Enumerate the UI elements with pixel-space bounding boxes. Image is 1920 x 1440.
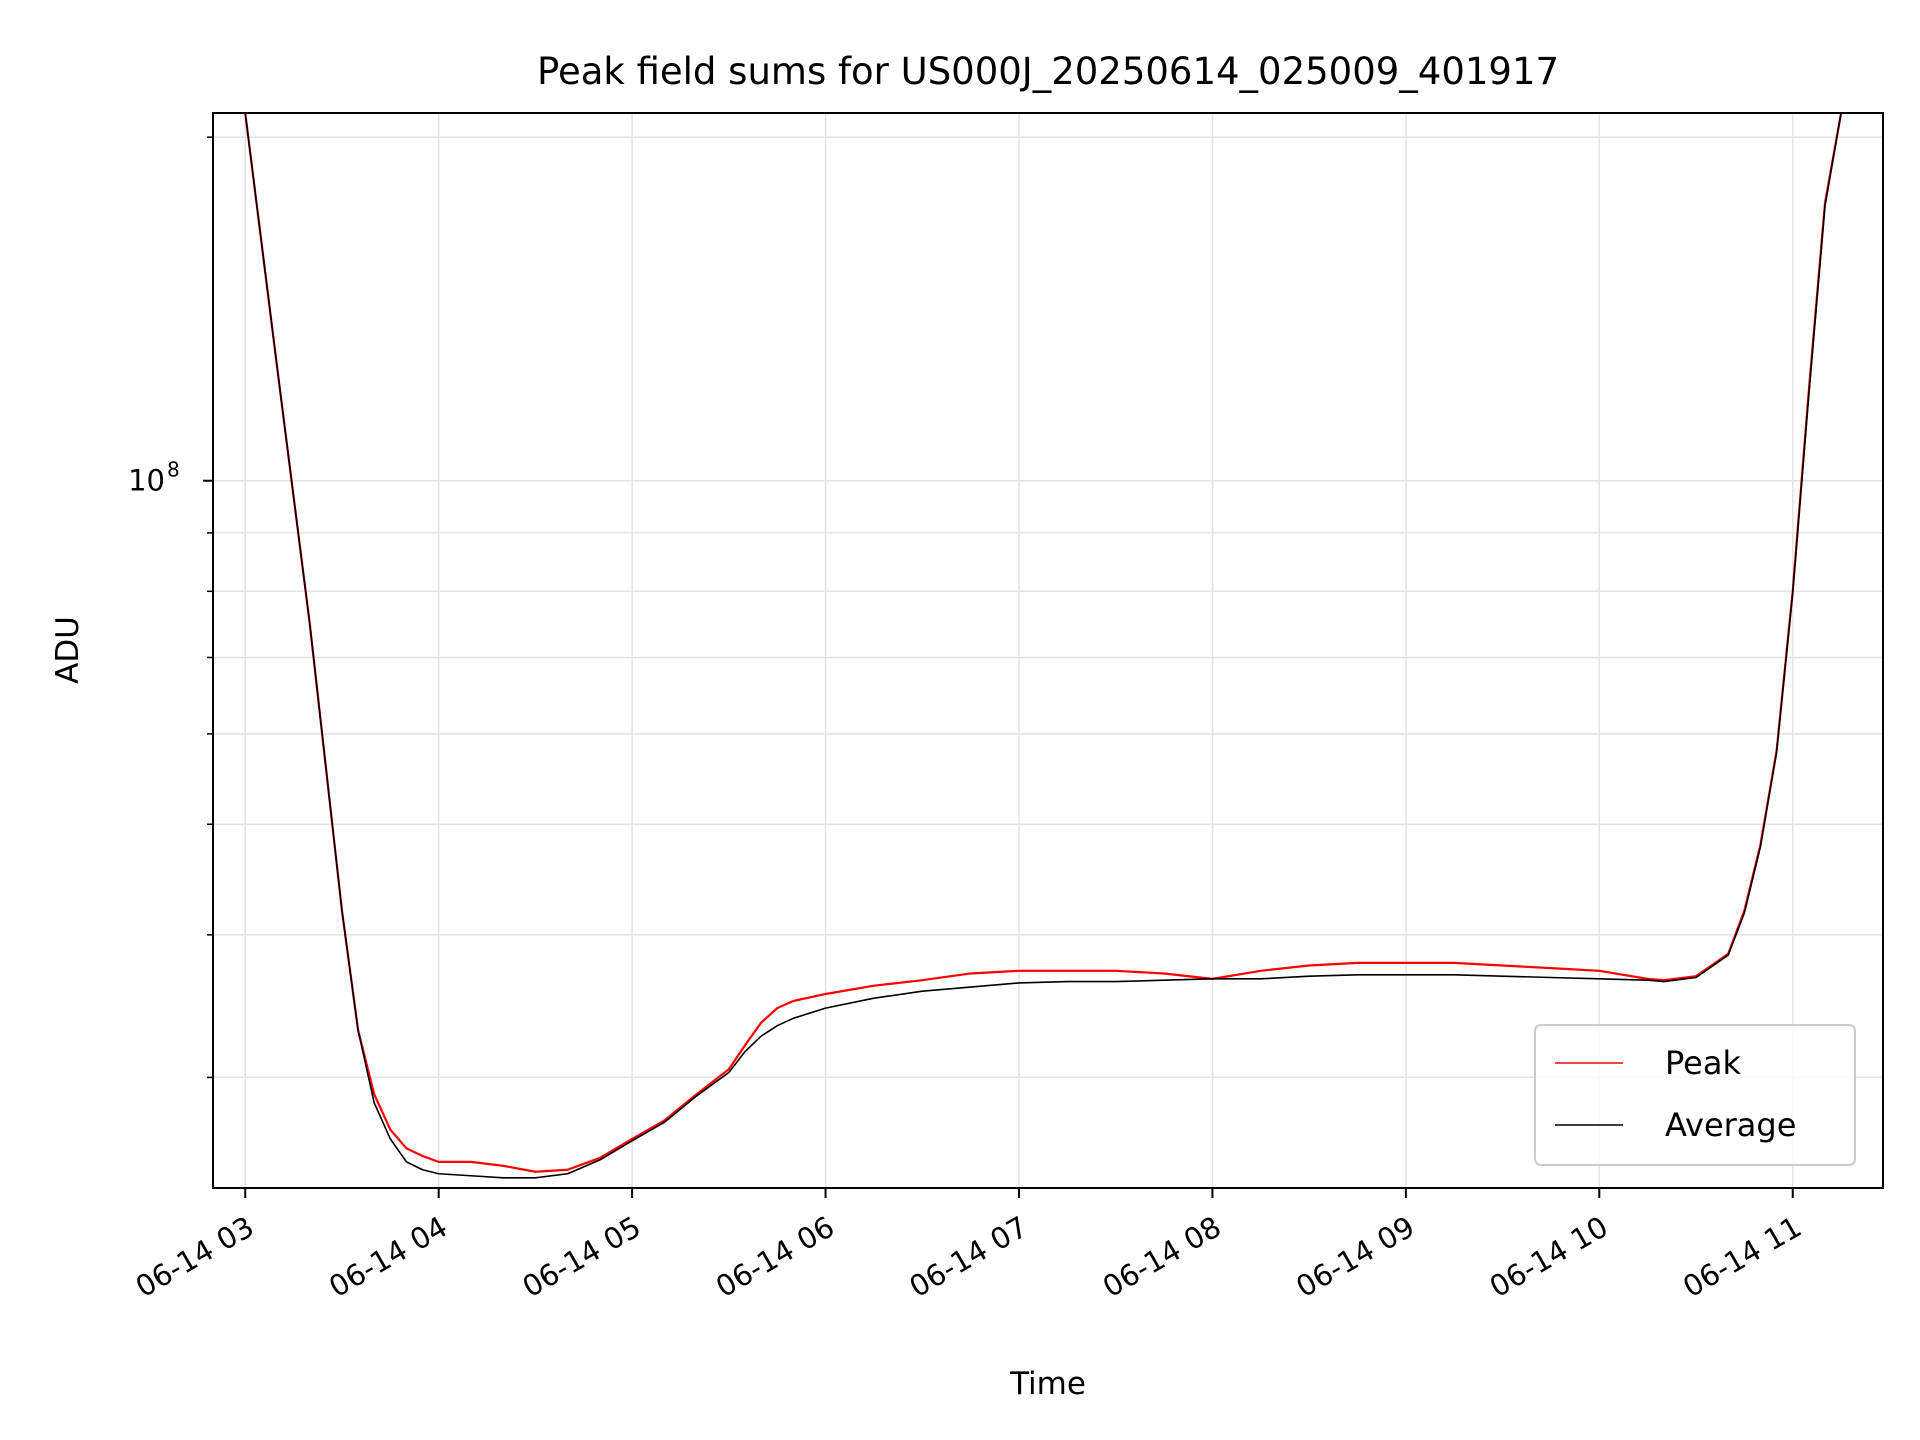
legend: Peak Average [1534, 1024, 1856, 1166]
chart-title: Peak field sums for US000J_20250614_0250… [537, 50, 1559, 93]
series-line-peak [244, 112, 1843, 1173]
legend-label-average: Average [1665, 1106, 1796, 1144]
y-axis-label: ADU [50, 616, 86, 684]
plot-frame [212, 112, 1884, 1189]
y-axis-ticks: 10 8 [128, 136, 213, 1079]
y-tick-label: 10 [128, 464, 165, 498]
legend-box [1534, 1024, 1856, 1166]
legend-label-peak: Peak [1665, 1044, 1741, 1082]
series-line-average [244, 112, 1842, 1179]
series-lines [244, 112, 1843, 1179]
x-axis-label: Time [1009, 1366, 1086, 1402]
y-tick-label-exponent: 8 [167, 458, 180, 482]
grid [213, 113, 1883, 1188]
